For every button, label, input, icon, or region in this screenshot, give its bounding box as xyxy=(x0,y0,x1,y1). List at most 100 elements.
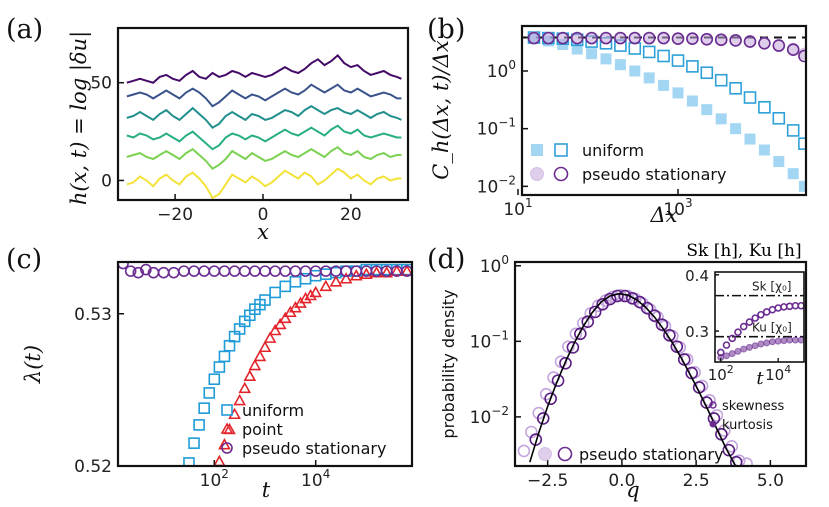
height-profile-line xyxy=(126,53,402,84)
x-tick-base: −2.5 xyxy=(527,471,568,491)
data-point xyxy=(758,37,771,50)
x-tick-label: 5.0 xyxy=(757,471,784,491)
data-point xyxy=(289,265,302,277)
y-tick-label: 10−1 xyxy=(470,328,509,352)
data-point xyxy=(269,265,281,277)
y-tick-exponent: −1 xyxy=(498,116,516,130)
data-point xyxy=(786,43,800,56)
y-tick-exponent: −2 xyxy=(491,404,509,418)
data-point xyxy=(258,340,272,353)
data-point xyxy=(581,315,595,328)
height-profile-line xyxy=(126,145,402,170)
y-tick-label: 50 xyxy=(90,74,112,94)
legend: pseudo stationary xyxy=(538,445,723,464)
inset-data-point xyxy=(745,318,754,326)
data-point xyxy=(571,43,583,55)
data-point xyxy=(390,264,404,276)
data-point xyxy=(218,265,231,277)
x-tick-label: 20 xyxy=(340,205,362,225)
legend-label: pseudo stationary xyxy=(242,439,386,458)
data-point xyxy=(670,340,684,353)
inset-data-point xyxy=(757,340,765,348)
data-point xyxy=(167,266,180,279)
data-point xyxy=(248,358,262,371)
inset-data-point xyxy=(734,328,742,336)
data-point xyxy=(118,262,129,270)
data-point xyxy=(259,265,271,277)
data-point xyxy=(193,419,205,431)
data-point xyxy=(188,437,200,449)
y-tick-label: 0.53 xyxy=(74,305,112,325)
x-tick-base: 10 xyxy=(708,366,727,384)
data-point xyxy=(208,265,221,277)
x-tick-base: 10 xyxy=(765,366,784,384)
data-point xyxy=(213,454,226,466)
y-tick-base: 0.52 xyxy=(74,457,112,477)
data-point xyxy=(672,87,684,99)
y-axis-label: h(x, t) = log |δu| xyxy=(67,31,92,205)
data-point xyxy=(657,31,670,45)
data-point xyxy=(218,438,231,450)
data-point xyxy=(743,35,757,48)
inset-data-point xyxy=(774,337,782,345)
x-tick-label: 103 xyxy=(663,196,692,220)
x-tick-base: 10 xyxy=(503,200,525,220)
data-point xyxy=(339,272,353,284)
x-tick-base: 0 xyxy=(258,205,269,225)
data-point xyxy=(718,424,731,437)
data-point xyxy=(203,387,216,399)
inset-data-point xyxy=(780,337,788,345)
legend-label: point xyxy=(242,420,283,439)
data-point xyxy=(329,275,343,287)
panel-a-series xyxy=(126,53,402,200)
y-tick-base: 10 xyxy=(477,177,499,197)
data-point xyxy=(686,60,699,73)
height-profile-line xyxy=(126,124,402,151)
height-profile-line xyxy=(126,167,402,200)
height-profile-line xyxy=(126,83,402,108)
inset-data-point xyxy=(740,345,748,353)
inset-title: Sk [h], Ku [h] xyxy=(686,241,801,261)
data-point xyxy=(536,412,550,425)
x-tick-exponent: 4 xyxy=(323,467,331,481)
y-axis-label: probability density xyxy=(439,289,458,438)
legend-label: skewness xyxy=(722,399,784,414)
y-tick-exponent: 0 xyxy=(501,253,509,267)
y-tick-exponent: −1 xyxy=(491,328,509,342)
reference-curve xyxy=(529,292,737,466)
data-point xyxy=(710,409,724,422)
legend-marker xyxy=(709,401,717,409)
panel-a-label: (a) xyxy=(6,14,43,45)
data-point xyxy=(249,265,261,277)
inset-data-point xyxy=(734,347,742,355)
data-point xyxy=(273,317,287,330)
x-tick-exponent: 2 xyxy=(221,467,229,481)
data-point xyxy=(228,265,241,277)
data-point xyxy=(730,123,742,135)
inset-data-point xyxy=(791,336,799,344)
y-tick-base: 0 xyxy=(101,171,112,191)
x-tick-label: 104 xyxy=(765,363,791,384)
data-point xyxy=(798,180,806,192)
inset-data-point xyxy=(739,322,748,331)
data-point xyxy=(124,265,137,277)
data-point xyxy=(299,291,312,304)
height-profile-line xyxy=(126,105,402,129)
data-point xyxy=(628,42,642,55)
data-point xyxy=(671,32,685,45)
data-point xyxy=(628,31,642,45)
y-tick-base: 10 xyxy=(470,408,492,428)
axes-frame xyxy=(513,260,808,468)
inset-reference-label: Sk [χ₀] xyxy=(752,280,792,294)
legend-marker xyxy=(557,446,573,462)
x-tick-base: 10 xyxy=(663,200,685,220)
data-point xyxy=(743,91,757,104)
x-tick-base: −20 xyxy=(157,205,193,225)
data-point xyxy=(729,34,742,47)
axes-frame xyxy=(520,24,808,197)
x-tick-label: −2.5 xyxy=(527,471,568,491)
y-tick-base: 0.53 xyxy=(74,305,112,325)
data-point xyxy=(243,369,257,381)
data-point xyxy=(544,392,557,406)
inset-data-point xyxy=(728,350,736,358)
